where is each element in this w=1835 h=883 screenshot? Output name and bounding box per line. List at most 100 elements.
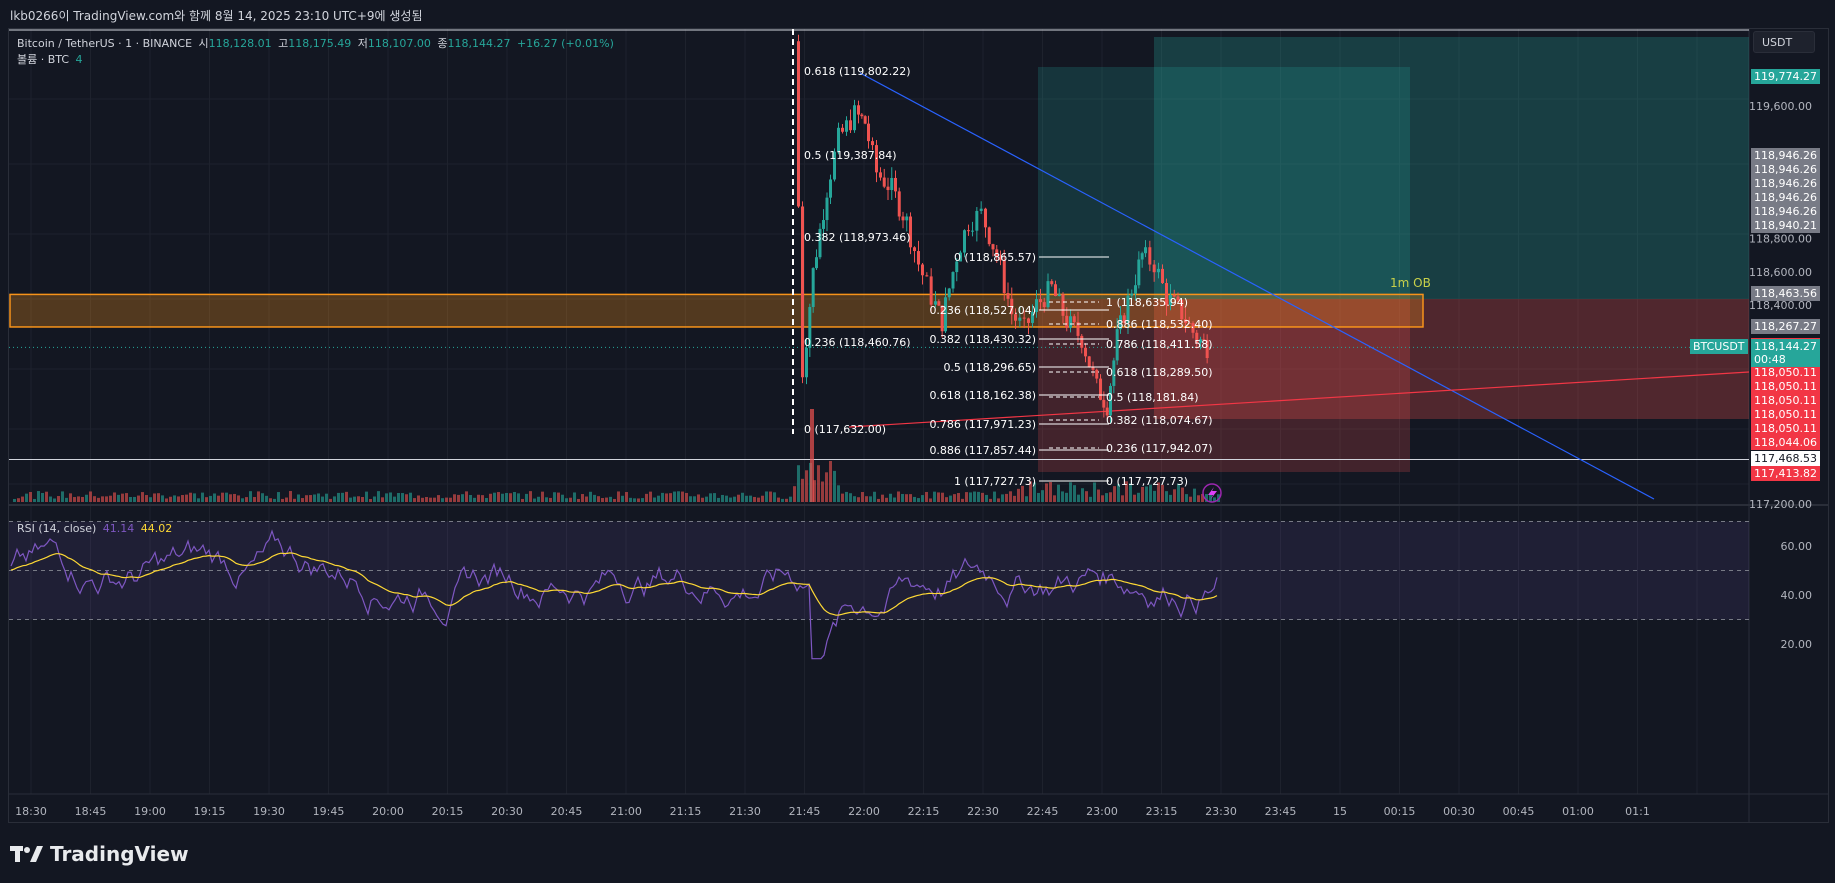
candle-body xyxy=(995,249,999,257)
low-value: 118,107.00 xyxy=(367,37,431,50)
candle-body xyxy=(1119,315,1122,330)
candle-body xyxy=(1099,378,1102,400)
volume-bar xyxy=(1069,482,1072,502)
price-axis-tag: 118,044.06 xyxy=(1751,435,1820,451)
symbol-name: Bitcoin / TetherUS · 1 · BINANCE xyxy=(17,37,193,50)
symbol-tag: BTCUSDT xyxy=(1690,339,1748,355)
candle-body xyxy=(909,216,912,248)
volume-bar xyxy=(217,495,220,502)
candle-body xyxy=(963,230,966,253)
time-axis-tick: 23:00 xyxy=(1086,805,1118,818)
chart-canvas[interactable]: 1m OB 0.618 (119,802.22) 0.5 (119,387.84) 0… xyxy=(9,29,1828,822)
volume-bar xyxy=(733,496,736,502)
volume-bar xyxy=(769,491,772,502)
volume-bar xyxy=(989,498,992,502)
volume-bar xyxy=(73,497,76,502)
price-axis-tag: 118,946.26 xyxy=(1751,161,1820,177)
volume-bar xyxy=(789,496,792,502)
candle-body xyxy=(901,216,905,221)
volume-bar xyxy=(945,497,948,502)
candle-body xyxy=(1027,318,1030,323)
price-axis-tag: 118,946.26 xyxy=(1751,189,1820,205)
volume-bar xyxy=(605,497,608,502)
candle-body xyxy=(818,228,822,258)
candles xyxy=(797,34,1209,424)
uptrend-line xyxy=(848,371,1750,428)
volume-bar xyxy=(725,495,728,502)
volume-bar xyxy=(1177,483,1180,502)
volume-bar xyxy=(1189,496,1192,502)
volume-bar xyxy=(25,493,28,502)
time-axis-tick: 18:45 xyxy=(75,805,107,818)
volume-bar xyxy=(693,496,696,502)
volume-bar xyxy=(273,498,276,502)
volume-bar xyxy=(561,494,564,502)
volume-bar xyxy=(405,494,408,502)
volume-bar xyxy=(449,497,452,502)
volume-bar xyxy=(1057,484,1060,502)
current-price-tag: 118,144.27 00:48 xyxy=(1751,339,1820,368)
volume-bar xyxy=(1125,481,1128,502)
chart-frame[interactable]: 1m OB 0.618 (119,802.22) 0.5 (119,387.84) 0… xyxy=(8,28,1829,823)
time-axis-tick: 18:30 xyxy=(15,805,47,818)
volume-bar xyxy=(93,496,96,502)
volume-bar xyxy=(869,496,872,502)
volume-bar xyxy=(133,496,136,502)
price-axis-tag: 117,413.82 xyxy=(1751,466,1820,482)
volume-bar xyxy=(265,495,268,502)
grid-lines xyxy=(9,29,1749,794)
volume-bar xyxy=(65,497,68,502)
tradingview-logo-icon xyxy=(10,846,43,862)
volume-bar xyxy=(137,495,140,502)
volume-bar xyxy=(921,495,924,502)
volume-bar xyxy=(697,494,700,502)
volume-bar xyxy=(481,495,484,502)
volume-bar xyxy=(1161,484,1164,502)
volume-bar xyxy=(1013,495,1016,502)
close-label: 종 xyxy=(437,37,448,50)
volume-bar xyxy=(325,493,328,502)
candle-body xyxy=(947,288,951,298)
volume-bar xyxy=(653,497,656,502)
candle-body xyxy=(797,41,800,207)
volume-bar xyxy=(153,493,156,502)
fib-mid-label: 0.786 (117,971.23) xyxy=(929,418,1036,431)
volume-bar xyxy=(157,493,160,502)
volume-bar xyxy=(701,497,704,502)
price-axis-tag: 118,050.11 xyxy=(1751,407,1820,423)
volume-bar xyxy=(317,493,320,502)
volume-bar xyxy=(1197,495,1200,502)
countdown-timer: 00:48 xyxy=(1754,353,1786,367)
candle-body xyxy=(1195,332,1199,343)
volume-bar xyxy=(437,495,440,502)
candle-body xyxy=(925,275,929,277)
price-axis-tag: 118,463.56 xyxy=(1751,286,1820,302)
volume-bar xyxy=(213,493,216,502)
volume-bar xyxy=(961,498,964,502)
volume-bar xyxy=(845,491,848,502)
tradingview-logo[interactable]: TradingView xyxy=(10,842,189,866)
volume-bar xyxy=(625,492,628,502)
volume-bar xyxy=(461,494,464,502)
volume-bar xyxy=(381,497,384,502)
volume-bar xyxy=(929,498,932,502)
volume-bar xyxy=(493,492,496,502)
volume-bar xyxy=(1109,492,1112,502)
currency-button[interactable]: USDT xyxy=(1753,31,1815,53)
volume-bar xyxy=(1065,492,1068,502)
candle-body xyxy=(1042,302,1046,308)
rsi-ma-line xyxy=(10,552,1218,616)
volume-bar xyxy=(1105,493,1108,502)
candle-body xyxy=(991,244,995,250)
volume-bar xyxy=(393,496,396,502)
fib-small-label: 0.236 (117,942.07) xyxy=(1106,442,1213,455)
volume-bar xyxy=(261,493,264,502)
candle-body xyxy=(1122,315,1126,323)
fib-mid-label: 0.382 (118,430.32) xyxy=(929,333,1036,346)
price-axis-tick: 117,200.00 xyxy=(1749,498,1812,511)
volume-bar xyxy=(925,491,928,502)
candle-body xyxy=(1039,299,1042,303)
volume-bar xyxy=(345,491,348,502)
volume-bar xyxy=(909,494,912,502)
volume-bar xyxy=(1081,488,1084,502)
